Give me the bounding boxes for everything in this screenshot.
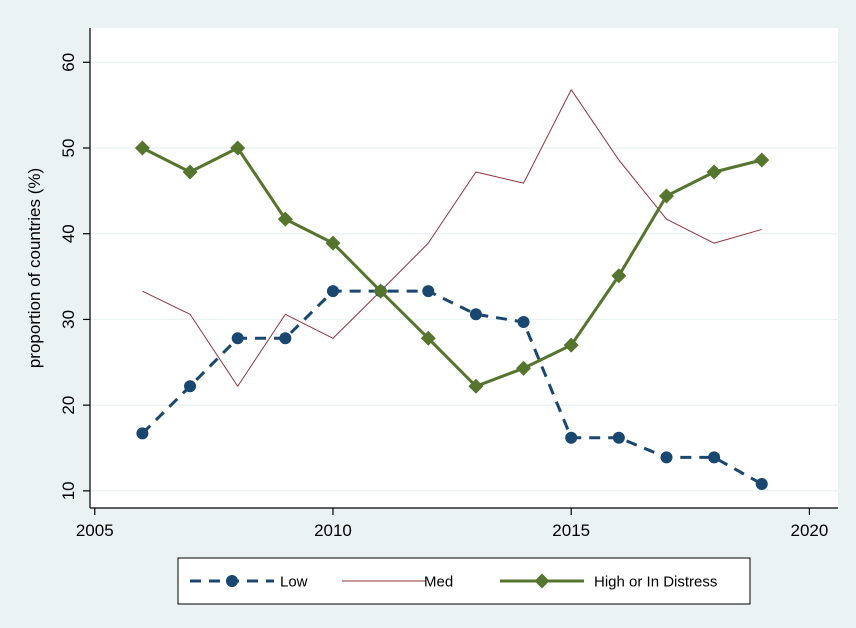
data-point-low (326, 285, 339, 298)
series (134, 89, 770, 490)
legend-item-low: Low (190, 573, 308, 590)
data-point-high-or-in-distress (230, 140, 246, 156)
data-point-low (231, 332, 244, 345)
data-point-high-or-in-distress (420, 330, 436, 346)
data-point-high-or-in-distress (563, 337, 579, 353)
series-line-low (141, 289, 763, 486)
axes (89, 28, 838, 509)
data-point-low (708, 451, 721, 464)
data-point-high-or-in-distress (658, 188, 674, 204)
y-tick-label: 60 (59, 53, 78, 72)
legend-marker-high-or-in-distress (534, 573, 550, 589)
x-tick-label: 2020 (790, 521, 828, 540)
data-point-high-or-in-distress (182, 164, 198, 180)
data-point-low (660, 451, 673, 464)
y-tick-label: 30 (59, 310, 78, 329)
data-point-low (184, 380, 197, 393)
data-point-low (565, 431, 578, 444)
axis-ticks: 10 20 30 40 50 60 2005 2010 2015 2020 (59, 53, 828, 540)
data-point-high-or-in-distress (516, 360, 532, 376)
legend-marker-low (226, 575, 238, 587)
data-point-high-or-in-distress (468, 378, 484, 394)
data-point-low (136, 427, 149, 440)
data-point-low (612, 431, 625, 444)
y-tick-label: 50 (59, 139, 78, 158)
data-point-high-or-in-distress (611, 268, 627, 284)
series-high-or-in-distress (134, 140, 770, 394)
y-tick-label: 20 (59, 396, 78, 415)
data-point-low (755, 478, 768, 490)
x-tick-label: 2005 (76, 521, 114, 540)
x-tick-label: 2010 (314, 521, 352, 540)
data-point-low (422, 285, 435, 298)
data-point-high-or-in-distress (277, 211, 293, 227)
x-tick-label: 2015 (552, 521, 590, 540)
data-point-low (279, 332, 292, 345)
data-point-high-or-in-distress (706, 164, 722, 180)
data-point-high-or-in-distress (134, 140, 150, 156)
series-line-high-or-in-distress (141, 146, 763, 388)
legend-label-med: Med (424, 573, 453, 590)
gridlines (90, 61, 838, 492)
data-point-low (469, 308, 482, 321)
y-tick-label: 40 (59, 224, 78, 243)
data-point-high-or-in-distress (373, 283, 389, 299)
legend: Low Med High or In Distress (177, 557, 751, 605)
data-point-high-or-in-distress (754, 152, 770, 168)
legend-item-high-or-in-distress: High or In Distress (500, 573, 717, 590)
data-point-low (517, 316, 530, 328)
legend-label-low: Low (280, 573, 308, 590)
data-point-high-or-in-distress (325, 235, 341, 251)
legend-label-high-or-in-distress: High or In Distress (594, 573, 717, 590)
y-tick-label: 10 (59, 481, 78, 500)
legend-item-med: Med (342, 573, 453, 590)
plot-area (90, 28, 838, 508)
y-axis-title: proportion of countries (%) (25, 168, 44, 368)
